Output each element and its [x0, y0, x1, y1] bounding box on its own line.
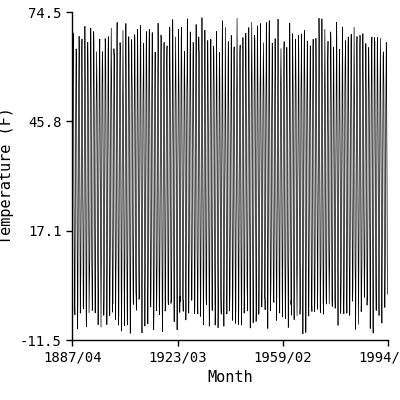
X-axis label: Month: Month [207, 370, 253, 385]
Y-axis label: Temperature (F): Temperature (F) [0, 108, 14, 244]
